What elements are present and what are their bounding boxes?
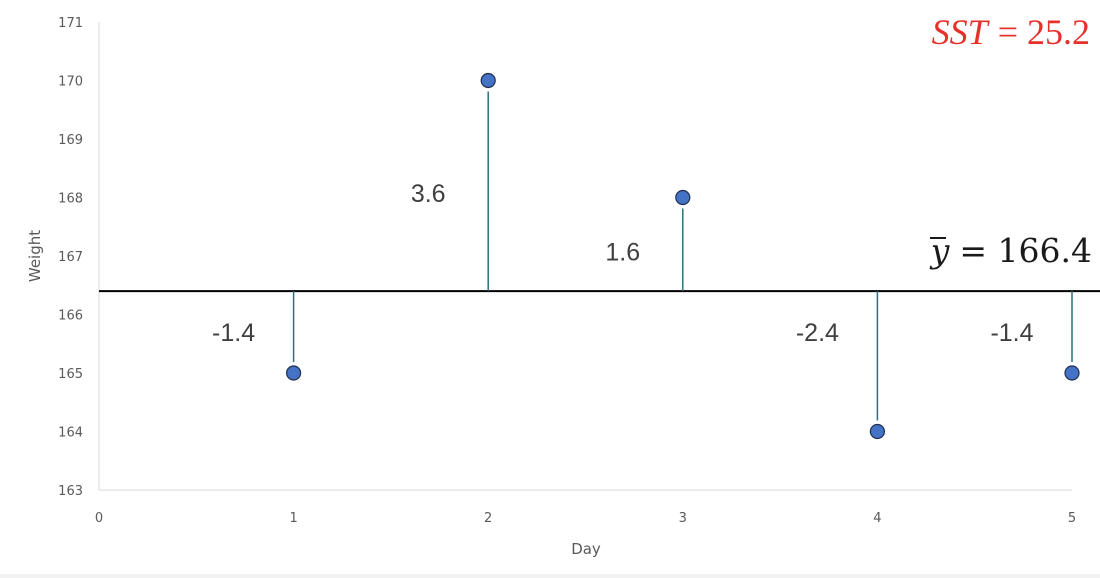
deviation-label: 3.6 <box>411 180 446 208</box>
y-tick-label: 169 <box>58 133 83 148</box>
x-tick-label: 4 <box>873 511 881 526</box>
x-tick-label: 3 <box>679 511 687 526</box>
data-point <box>675 189 691 206</box>
y-tick-label: 165 <box>58 367 83 382</box>
x-tick-label: 0 <box>95 511 103 526</box>
y-tick-label: 168 <box>58 192 83 207</box>
x-tick-labels: 0 1 2 3 4 5 <box>95 511 1076 526</box>
data-point <box>286 365 302 381</box>
deviation-label: -1.4 <box>990 319 1033 347</box>
data-point <box>869 423 886 440</box>
sst-label-value: = 25.2 <box>998 12 1090 52</box>
mean-label-value: = 166.4 <box>959 231 1092 270</box>
deviation-label: -2.4 <box>796 319 839 347</box>
data-point <box>480 72 496 89</box>
x-tick-label: 2 <box>484 511 492 526</box>
y-tick-label: 166 <box>58 309 83 324</box>
sst-label: SST = 25.2 <box>932 12 1090 52</box>
sst-label-symbol: SST <box>932 12 991 52</box>
data-point <box>1064 365 1080 381</box>
deviation-labels: -1.4 3.6 1.6 -2.4 -1.4 <box>212 180 1034 347</box>
footer-band <box>0 574 1100 578</box>
y-tick-label: 163 <box>58 484 83 499</box>
deviation-stems <box>292 91 1073 421</box>
y-tick-label: 171 <box>58 16 83 31</box>
x-tick-label: 5 <box>1068 511 1076 526</box>
mean-label: y = 166.4 <box>929 231 1092 270</box>
y-axis-title: Weight <box>26 230 44 282</box>
deviation-label: 1.6 <box>605 238 640 266</box>
x-axis-title: Day <box>571 540 601 558</box>
mean-label-symbol: y <box>929 231 950 270</box>
y-tick-labels: 163 164 165 166 167 168 169 170 171 <box>58 16 83 499</box>
data-points <box>286 72 1080 440</box>
y-tick-label: 170 <box>58 75 83 90</box>
deviation-label: -1.4 <box>212 319 255 347</box>
y-tick-label: 167 <box>58 250 83 265</box>
y-tick-label: 164 <box>58 426 83 441</box>
x-tick-label: 1 <box>289 511 297 526</box>
